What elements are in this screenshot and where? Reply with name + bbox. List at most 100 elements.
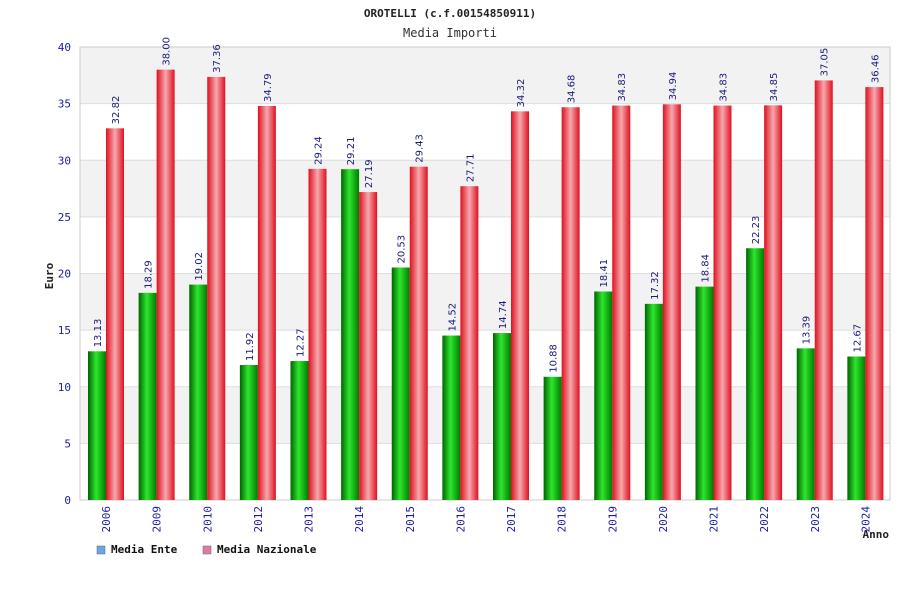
bar-value-label: 29.43 [415,134,426,163]
bar-value-label: 27.71 [465,154,476,183]
bar-value-label: 18.41 [599,259,610,288]
x-tick-label: 2023 [809,506,822,533]
bar-media-nazionale [106,128,124,500]
bar-media-nazionale [561,107,580,501]
bar-value-label: 14.52 [447,303,458,332]
bar-value-label: 22.23 [751,216,762,245]
y-tick-label: 30 [58,154,71,167]
x-tick-label: 2006 [100,506,113,533]
y-tick-label: 25 [58,211,71,224]
bar-value-label: 34.83 [719,73,730,102]
bar-media-nazionale [156,69,175,501]
bar-value-label: 34.85 [769,73,780,102]
bar-media-nazionale [207,76,226,500]
x-tick-label: 2021 [708,506,721,533]
bar-media-ente [88,351,106,500]
bar-media-nazionale [662,104,681,500]
y-tick-label: 15 [58,324,71,337]
bar-value-labels: 13.13 18.29 19.02 11.92 12.27 29.21 20.53 14.52… [93,37,881,373]
bar-media-ente [594,291,613,500]
bar-media-ente [644,303,663,500]
y-tick-label: 0 [64,494,71,507]
legend-label: Media Ente [111,543,178,556]
bar-media-nazionale [612,105,631,501]
bar-value-label: 32.82 [111,96,122,125]
y-tick-label: 20 [58,268,71,281]
bar-media-nazionale [460,186,479,500]
bar-value-label: 13.39 [802,316,813,345]
x-tick-label: 2018 [556,506,569,533]
bar-media-ente [341,169,360,500]
bar-media-nazionale [409,166,428,500]
x-tick-label: 2019 [606,506,619,533]
legend-swatch [202,545,212,555]
bar-value-label: 19.02 [194,252,205,281]
plot-frame [79,46,891,501]
bar-value-label: 27.19 [364,159,375,188]
bar-value-label: 34.83 [617,73,628,102]
bar-value-label: 12.67 [852,324,863,353]
x-axis-title: Anno [863,528,890,541]
x-tick-label: 2013 [303,506,316,533]
bars [88,69,884,501]
bar-media-nazionale [865,87,884,500]
x-tick-label: 2022 [758,506,771,533]
y-axis-ticks: 0 5 10 15 20 25 30 35 40 [58,41,71,507]
x-tick-label: 2010 [201,506,214,533]
bar-value-label: 13.13 [93,319,104,348]
bar-value-label: 34.68 [567,75,578,104]
y-axis-title: Euro [43,262,56,289]
y-tick-label: 10 [58,381,71,394]
bar-media-nazionale [814,80,833,500]
x-tick-label: 2009 [151,506,164,533]
x-axis-ticks: 2006 2009 2010 2012 2013 2014 2015 2016 2017 2018… [100,506,872,533]
bar-media-ente [442,335,461,500]
bar-value-label: 14.74 [498,300,509,329]
bar-media-ente [290,361,309,500]
x-tick-label: 2017 [505,506,518,533]
bar-value-label: 34.32 [516,79,527,108]
bar-media-nazionale [308,168,327,500]
bar-value-label: 10.88 [549,344,560,373]
bar-value-label: 18.84 [701,254,712,283]
bar-media-ente [189,284,208,500]
bar-value-label: 34.94 [668,72,679,101]
bar-media-ente [391,267,410,500]
bar-value-label: 34.79 [263,73,274,102]
y-tick-label: 40 [58,41,71,54]
bar-media-ente [239,365,258,500]
bar-media-ente [138,292,157,500]
bar-value-label: 20.53 [397,235,408,264]
bar-media-nazionale [713,105,732,501]
chart-title: OROTELLI (c.f.00154850911) [364,7,536,20]
bar-value-label: 17.32 [650,271,661,300]
bar-media-ente [746,248,765,500]
bar-value-label: 37.05 [820,48,831,77]
legend-swatch [96,545,106,555]
x-tick-label: 2012 [252,506,265,533]
bar-value-label: 38.00 [162,37,173,66]
bar-media-nazionale [257,106,276,501]
x-tick-label: 2015 [404,506,417,533]
x-tick-label: 2020 [657,506,670,533]
bar-value-label: 12.27 [296,328,307,357]
bar-media-nazionale [764,105,783,500]
y-tick-label: 5 [64,437,71,450]
bar-media-ente [796,348,815,500]
legend: Media Ente Media Nazionale [96,543,317,556]
bar-value-label: 37.36 [212,44,223,73]
bar-value-label: 29.24 [314,136,325,165]
chart-subtitle: Media Importi [403,26,497,40]
bar-media-nazionale [511,111,529,501]
legend-label: Media Nazionale [217,543,317,556]
bar-value-label: 11.92 [245,332,256,361]
bar-media-ente [493,333,511,500]
bar-media-ente [847,356,866,500]
bar-media-ente [543,376,562,500]
x-tick-label: 2014 [353,506,366,533]
bar-media-ente [695,286,714,500]
bar-value-label: 29.21 [346,137,357,166]
x-tick-label: 2024 [859,506,872,533]
y-tick-label: 35 [58,98,71,111]
